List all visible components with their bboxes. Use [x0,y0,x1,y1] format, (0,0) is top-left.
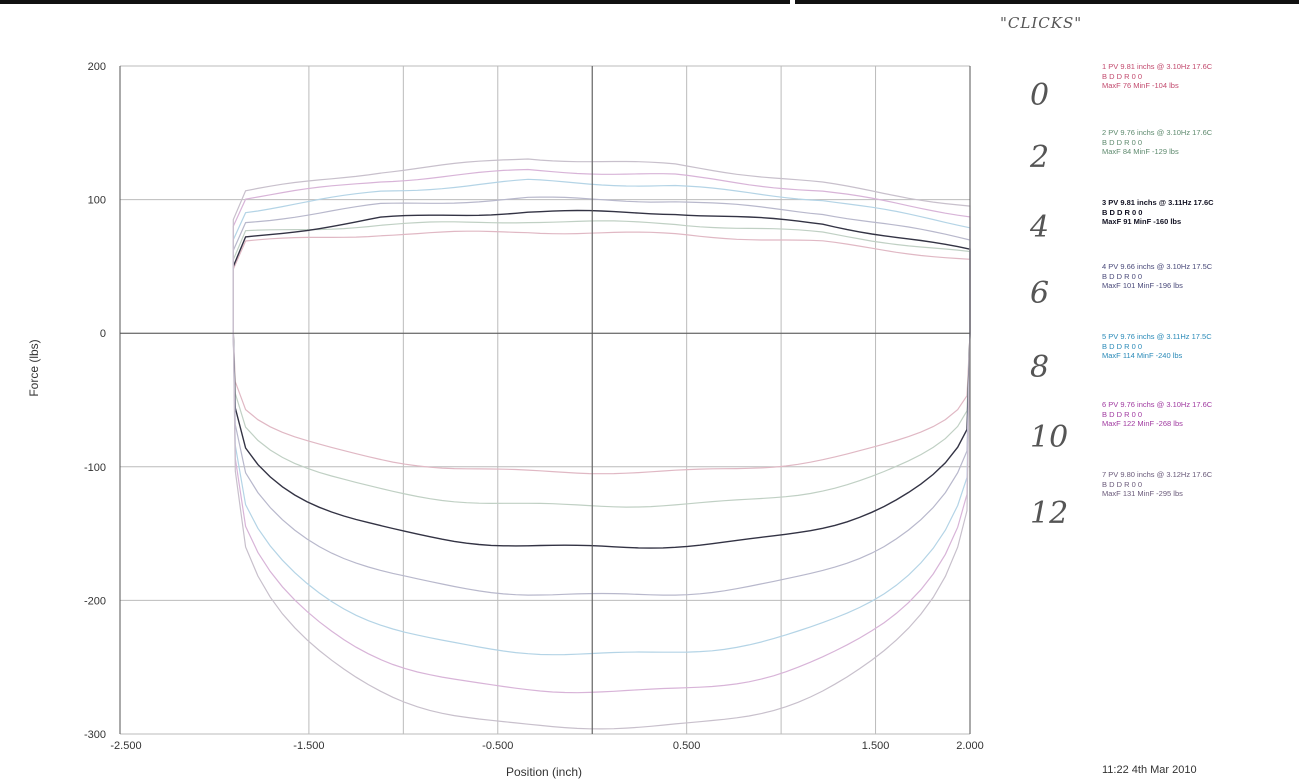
series-line-7 [232,158,971,730]
series-line-1 [232,230,971,475]
y-tick-label: -100 [84,462,106,474]
x-tick-label: 0.500 [673,740,701,752]
legend-line1: 7 PV 9.80 inchs @ 3.12Hz 17.6C [1102,470,1213,479]
series-line-6 [232,168,971,694]
legend-line1: 2 PV 9.76 inchs @ 3.10Hz 17.6C [1102,128,1213,137]
x-tick-labels: -2.500 -1.500 -0.500 0.500 1.500 2.000 [110,740,983,752]
series-line-3 [232,209,971,549]
legend-entry: 3 PV 9.81 inchs @ 3.11Hz 17.6C B D D R 0 … [1102,198,1297,227]
legend-line1: 5 PV 9.76 inchs @ 3.11Hz 17.5C [1102,332,1212,341]
legend-line1: 3 PV 9.81 inchs @ 3.11Hz 17.6C [1102,198,1214,207]
click-number: 6 [1030,276,1050,311]
legend-line2: B D D R 0 0 [1102,341,1143,351]
x-tick-label: 1.500 [862,740,890,752]
legend-line1: 4 PV 9.66 inchs @ 3.10Hz 17.5C [1102,262,1213,271]
y-tick-label: -200 [84,595,106,607]
legend-line2: B D D R 0 0 [1102,71,1143,81]
timestamp: 11:22 4th Mar 2010 [1102,764,1197,776]
y-tick-labels: 200 100 0 -100 -200 -300 [84,61,106,741]
legend-line3: MaxF 114 MinF -240 lbs [1102,351,1183,360]
legend-line2: B D D R 0 0 [1102,207,1143,217]
legend-entry: 5 PV 9.76 inchs @ 3.11Hz 17.5C B D D R 0 … [1102,332,1297,361]
legend-entry: 1 PV 9.81 inchs @ 3.10Hz 17.6C B D D R 0 … [1102,62,1297,91]
series-line-2 [232,220,971,508]
legend-entry: 7 PV 9.80 inchs @ 3.12Hz 17.6C B D D R 0 … [1102,470,1297,499]
click-number: 0 [1030,78,1050,113]
x-tick-label: -2.500 [110,740,141,752]
clicks-heading: "CLICKS" [1000,14,1083,32]
legend-line2: B D D R 0 0 [1102,409,1143,419]
legend-line1: 1 PV 9.81 inchs @ 3.10Hz 17.6C [1102,62,1213,71]
legend-line2: B D D R 0 0 [1102,271,1143,281]
x-tick-label: -0.500 [482,740,513,752]
legend-line3: MaxF 84 MinF -129 lbs [1102,147,1179,156]
click-number: 8 [1030,350,1050,385]
legend-line2: B D D R 0 0 [1102,137,1143,147]
series-line-4 [232,196,971,596]
legend-line2: B D D R 0 0 [1102,479,1143,489]
series-line-5 [232,178,971,656]
legend-line3: MaxF 122 MinF -268 lbs [1102,419,1183,428]
click-number: 10 [1030,420,1069,455]
click-number: 4 [1030,210,1050,245]
legend-line3: MaxF 101 MinF -196 lbs [1102,281,1183,290]
click-number: 2 [1030,140,1050,175]
legend-line3: MaxF 76 MinF -104 lbs [1102,81,1179,90]
series-lines [232,158,971,730]
top-border-left [0,0,790,4]
legend-entry: 4 PV 9.66 inchs @ 3.10Hz 17.5C B D D R 0 … [1102,262,1297,291]
x-axis-label: Position (inch) [506,765,582,779]
y-tick-label: -300 [84,729,106,741]
legend-line1: 6 PV 9.76 inchs @ 3.10Hz 17.6C [1102,400,1213,409]
y-tick-label: 100 [88,195,106,207]
legend-entry: 2 PV 9.76 inchs @ 3.10Hz 17.6C B D D R 0 … [1102,128,1297,157]
click-number: 12 [1030,496,1069,531]
legend-line3: MaxF 131 MinF -295 lbs [1102,489,1183,498]
legend-entry: 6 PV 9.76 inchs @ 3.10Hz 17.6C B D D R 0 … [1102,400,1297,429]
force-position-chart: 200 100 0 -100 -200 -300 -2.500 -1.500 -0.500 0.… [27,61,984,779]
grid-lines [119,65,971,735]
axes [119,66,971,734]
y-tick-label: 200 [88,61,106,73]
x-tick-label: 2.000 [956,740,984,752]
y-axis-label: Force (lbs) [27,339,41,396]
legend-line3: MaxF 91 MinF -160 lbs [1102,217,1182,226]
x-tick-label: -1.500 [293,740,324,752]
y-tick-label: 0 [100,328,106,340]
top-border-right [795,0,1299,4]
